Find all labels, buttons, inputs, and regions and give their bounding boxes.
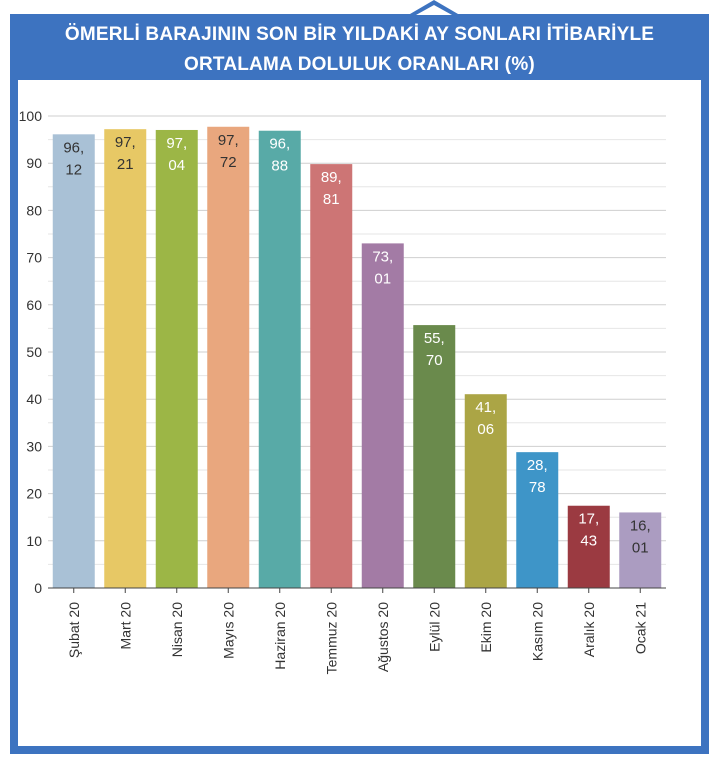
data-label: 28,	[527, 457, 548, 474]
data-labels: 96, 12 97, 21 97, 04 97, 72 96, 88 89, 81 73, 01 55, 70…	[63, 132, 650, 557]
bars	[52, 126, 662, 589]
data-label: 01	[632, 539, 649, 556]
data-label: 96,	[269, 136, 290, 153]
y-tick-label: 100	[19, 108, 43, 124]
x-tick-label: Şubat 20	[66, 602, 82, 658]
data-label: 72	[220, 154, 237, 171]
data-label: 55,	[424, 330, 445, 347]
bar	[361, 243, 404, 588]
data-label: 21	[117, 156, 134, 173]
data-label: 88	[271, 158, 288, 175]
y-tick-label: 30	[26, 438, 42, 454]
x-axis: Şubat 20 Mart 20 Nisan 20 Mayıs 20 Haziran 2…	[48, 587, 666, 675]
data-label: 96,	[63, 139, 84, 156]
chart-title-line-1: ÖMERLİ BARAJININ SON BİR YILDAKİ AY SONL…	[64, 24, 655, 45]
x-tick-label: Mayıs 20	[220, 602, 236, 659]
x-tick-label: Ağustos 20	[375, 602, 391, 672]
bar	[104, 129, 147, 588]
chart-title-line-2: ORTALAMA DOLULUK ORANLARI (%)	[184, 54, 535, 75]
data-label: 89,	[321, 169, 342, 186]
y-tick-label: 90	[26, 155, 42, 171]
y-tick-label: 80	[26, 202, 42, 218]
data-label: 12	[65, 161, 82, 178]
bar	[567, 505, 610, 588]
chart-panel: 0 10 20 30 40 50 60 70 80 90 100 96, 12 97, 21 97, 04 97…	[18, 80, 701, 746]
y-tick-label: 70	[26, 250, 42, 266]
frame-notch-inner	[416, 5, 452, 15]
y-tick-label: 60	[26, 297, 42, 313]
data-label: 17,	[578, 511, 599, 528]
data-label: 97,	[115, 134, 136, 151]
y-tick-label: 20	[26, 486, 42, 502]
x-tick-label: Eylül 20	[426, 602, 442, 652]
x-tick-label: Mart 20	[117, 602, 133, 650]
bar	[413, 325, 456, 588]
data-label: 04	[168, 157, 185, 174]
x-tick-label: Ekim 20	[478, 602, 494, 653]
bar	[619, 512, 662, 588]
bar	[207, 126, 250, 588]
y-tick-label: 40	[26, 391, 42, 407]
bar	[310, 164, 353, 588]
data-label: 70	[426, 352, 443, 369]
y-tick-label: 0	[34, 580, 42, 596]
data-label: 01	[374, 270, 391, 287]
data-label: 43	[580, 533, 597, 550]
bar	[155, 129, 198, 588]
data-label: 41,	[475, 399, 496, 416]
x-tick-label: Nisan 20	[169, 602, 185, 657]
data-label: 81	[323, 191, 340, 208]
bar	[258, 130, 301, 589]
data-label: 97,	[166, 135, 187, 152]
x-tick-label: Aralık 20	[581, 602, 597, 657]
data-label: 78	[529, 479, 546, 496]
data-label: 73,	[372, 248, 393, 265]
data-label: 97,	[218, 132, 239, 149]
x-tick-label: Temmuz 20	[323, 602, 339, 675]
bar	[464, 394, 507, 588]
x-tick-label: Haziran 20	[272, 602, 288, 670]
x-tick-label: Kasım 20	[529, 602, 545, 661]
chart-title: ÖMERLİ BARAJININ SON BİR YILDAKİ AY SONL…	[10, 20, 709, 80]
x-tick-label: Ocak 21	[632, 602, 648, 654]
data-label: 16,	[630, 517, 651, 534]
y-tick-label: 50	[26, 344, 42, 360]
y-tick-label: 10	[26, 533, 42, 549]
y-axis: 0 10 20 30 40 50 60 70 80 90 100	[19, 108, 43, 596]
data-label: 06	[477, 421, 494, 438]
bar	[52, 134, 95, 588]
bar	[516, 452, 559, 588]
